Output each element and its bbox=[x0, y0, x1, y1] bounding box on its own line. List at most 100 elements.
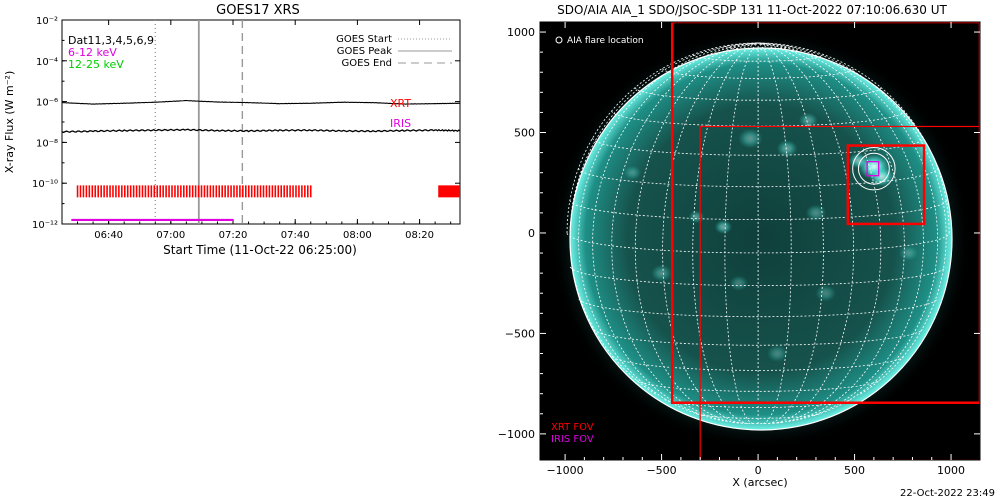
sun-bright-region bbox=[729, 275, 749, 291]
grid-longitude-line bbox=[758, 42, 905, 422]
sun-bright-region bbox=[848, 152, 868, 169]
grid-latitude-line bbox=[566, 232, 950, 254]
iris-fov-legend: IRIS FOV bbox=[551, 434, 594, 445]
goes-marker-legend: GOES Start GOES Peak GOES End bbox=[336, 34, 452, 69]
aia-x-tick-label: 1000 bbox=[937, 464, 965, 477]
goes-flux-series bbox=[61, 99, 461, 134]
goes-y-tick-label: 10⁻⁸ bbox=[36, 138, 58, 149]
aia-x-tick-label: 500 bbox=[844, 464, 865, 477]
goes-dat-label: Dat11,3,4,5,6,9 bbox=[68, 34, 154, 47]
goes-xrt-observation-block bbox=[438, 185, 460, 198]
footer-timestamp: 22-Oct-2022 23:49 bbox=[900, 488, 995, 499]
xrt-fov-legend: XRT FOV bbox=[551, 422, 594, 433]
goes-y-axis-label: X-ray Flux (W m⁻²) bbox=[3, 71, 16, 173]
grid-longitude-line bbox=[724, 42, 759, 425]
sun-bright-region bbox=[776, 140, 798, 158]
grid-latitude-line bbox=[695, 413, 821, 419]
grid-longitude-line bbox=[692, 42, 759, 424]
goes-x-tick-label: 07:40 bbox=[281, 230, 310, 241]
goes-xrt-label: XRT bbox=[390, 97, 411, 110]
grid-latitude-line bbox=[634, 87, 882, 101]
aia-y-tick-label: 0 bbox=[528, 227, 535, 240]
aia-y-axis: 1000 500 0 −500 −1000 bbox=[498, 26, 980, 441]
sun-limb bbox=[569, 47, 953, 431]
legend-goes-end: GOES End bbox=[342, 58, 392, 69]
sun-bright-region bbox=[623, 165, 642, 180]
goes-x-tick-label: 08:20 bbox=[405, 230, 434, 241]
grid-longitude-line bbox=[757, 42, 792, 425]
grid-longitude-line bbox=[592, 42, 759, 422]
grid-longitude-line bbox=[611, 42, 759, 422]
flare-location-circle bbox=[852, 146, 896, 191]
goes-x-tick-label: 06:40 bbox=[94, 230, 123, 241]
aia-y-tick-label: −1000 bbox=[498, 428, 535, 441]
goes-panel: GOES17 XRS 10⁻² 10⁻⁴ 10⁻⁶ 10⁻⁸ 10⁻¹⁰ 10⁻¹² 06… bbox=[3, 3, 461, 257]
flare-location-legend-icon bbox=[555, 36, 563, 44]
grid-latitude-line bbox=[724, 45, 792, 50]
aia-x-tick-label: −1000 bbox=[546, 464, 583, 477]
heliographic-grid bbox=[566, 42, 950, 425]
aia-x-tick-label: −500 bbox=[646, 464, 676, 477]
sun-bright-regions bbox=[623, 112, 919, 362]
goes-series-low bbox=[61, 99, 461, 105]
aia-x-axis-label: X (arcsec) bbox=[732, 476, 787, 489]
goes-series-high bbox=[61, 128, 461, 134]
grid-latitude-line bbox=[578, 298, 938, 318]
grid-longitude-line bbox=[566, 42, 759, 234]
aia-y-tick-label: 1000 bbox=[507, 26, 535, 39]
goes-x-axis: 06:40 07:00 07:20 07:40 08:00 08:20 bbox=[77, 20, 452, 241]
sun-bright-region bbox=[899, 245, 919, 261]
goes-channel-legend: Dat11,3,4,5,6,9 6-12 keV 12-25 keV bbox=[68, 34, 154, 71]
sun-disk bbox=[570, 48, 952, 430]
goes-channel-low: 6-12 keV bbox=[68, 46, 117, 59]
grid-longitude-line bbox=[634, 42, 759, 424]
grid-longitude-line bbox=[758, 42, 882, 424]
sun-bright-region bbox=[766, 345, 788, 362]
grid-latitude-line bbox=[593, 329, 923, 346]
flare-location-legend-label: AIA flare location bbox=[567, 36, 644, 46]
aia-plot-frame bbox=[539, 21, 981, 461]
grid-longitude-line bbox=[578, 42, 759, 417]
grid-longitude-line bbox=[758, 42, 939, 417]
grid-longitude-line bbox=[758, 42, 924, 422]
goes-y-tick-label: 10⁻⁶ bbox=[36, 98, 58, 109]
goes-y-tick-label: 10⁻¹² bbox=[32, 220, 58, 231]
sun-bright-region bbox=[869, 166, 894, 187]
sun-bright-region bbox=[651, 264, 672, 282]
legend-goes-start: GOES Start bbox=[336, 34, 392, 45]
sun-bright-region bbox=[798, 112, 818, 129]
goes-x-tick-label: 08:00 bbox=[343, 230, 372, 241]
aia-x-axis: −1000 −500 0 500 1000 bbox=[546, 22, 965, 477]
aia-y-tick-label: −500 bbox=[505, 327, 535, 340]
aia-title: SDO/AIA AIA_1 SDO/JSOC-SDP 131 11-Oct-20… bbox=[557, 3, 947, 17]
goes-y-tick-label: 10⁻⁴ bbox=[36, 57, 58, 68]
goes-y-axis: 10⁻² 10⁻⁴ 10⁻⁶ 10⁻⁸ 10⁻¹⁰ 10⁻¹² bbox=[32, 16, 460, 231]
goes-x-tick-label: 07:00 bbox=[156, 230, 185, 241]
goes-x-axis-label: Start Time (11-Oct-22 06:25:00) bbox=[163, 243, 357, 257]
grid-longitude-line bbox=[758, 42, 947, 395]
iris-fov-box bbox=[866, 160, 880, 177]
goes-title: GOES17 XRS bbox=[216, 3, 300, 18]
legend-goes-peak: GOES Peak bbox=[337, 46, 392, 57]
sun-bright-region bbox=[815, 284, 837, 302]
grid-longitude-line bbox=[757, 42, 824, 424]
aia-x-tick-label: 0 bbox=[755, 464, 762, 477]
sun-bright-region bbox=[738, 128, 763, 149]
sun-bright-region bbox=[688, 210, 705, 224]
xrt-fov-box bbox=[846, 144, 926, 226]
xrt-fov-box bbox=[670, 22, 980, 404]
grid-longitude-line bbox=[569, 42, 759, 395]
aia-image bbox=[551, 22, 980, 460]
flare-location-circle bbox=[857, 152, 890, 185]
sun-bright-region bbox=[805, 204, 827, 222]
goes-x-tick-label: 07:20 bbox=[219, 230, 248, 241]
goes-y-tick-label: 10⁻¹⁰ bbox=[32, 179, 58, 190]
grid-longitude-line bbox=[758, 42, 855, 424]
sun-bright-region bbox=[714, 219, 733, 234]
grid-latitude-line bbox=[636, 380, 880, 392]
grid-longitude-line bbox=[758, 42, 950, 234]
goes-channel-high: 12-25 keV bbox=[68, 58, 124, 71]
grid-latitude-line bbox=[612, 356, 904, 371]
aia-y-tick-label: 500 bbox=[514, 127, 535, 140]
goes-xrt-coverage bbox=[76, 185, 460, 198]
